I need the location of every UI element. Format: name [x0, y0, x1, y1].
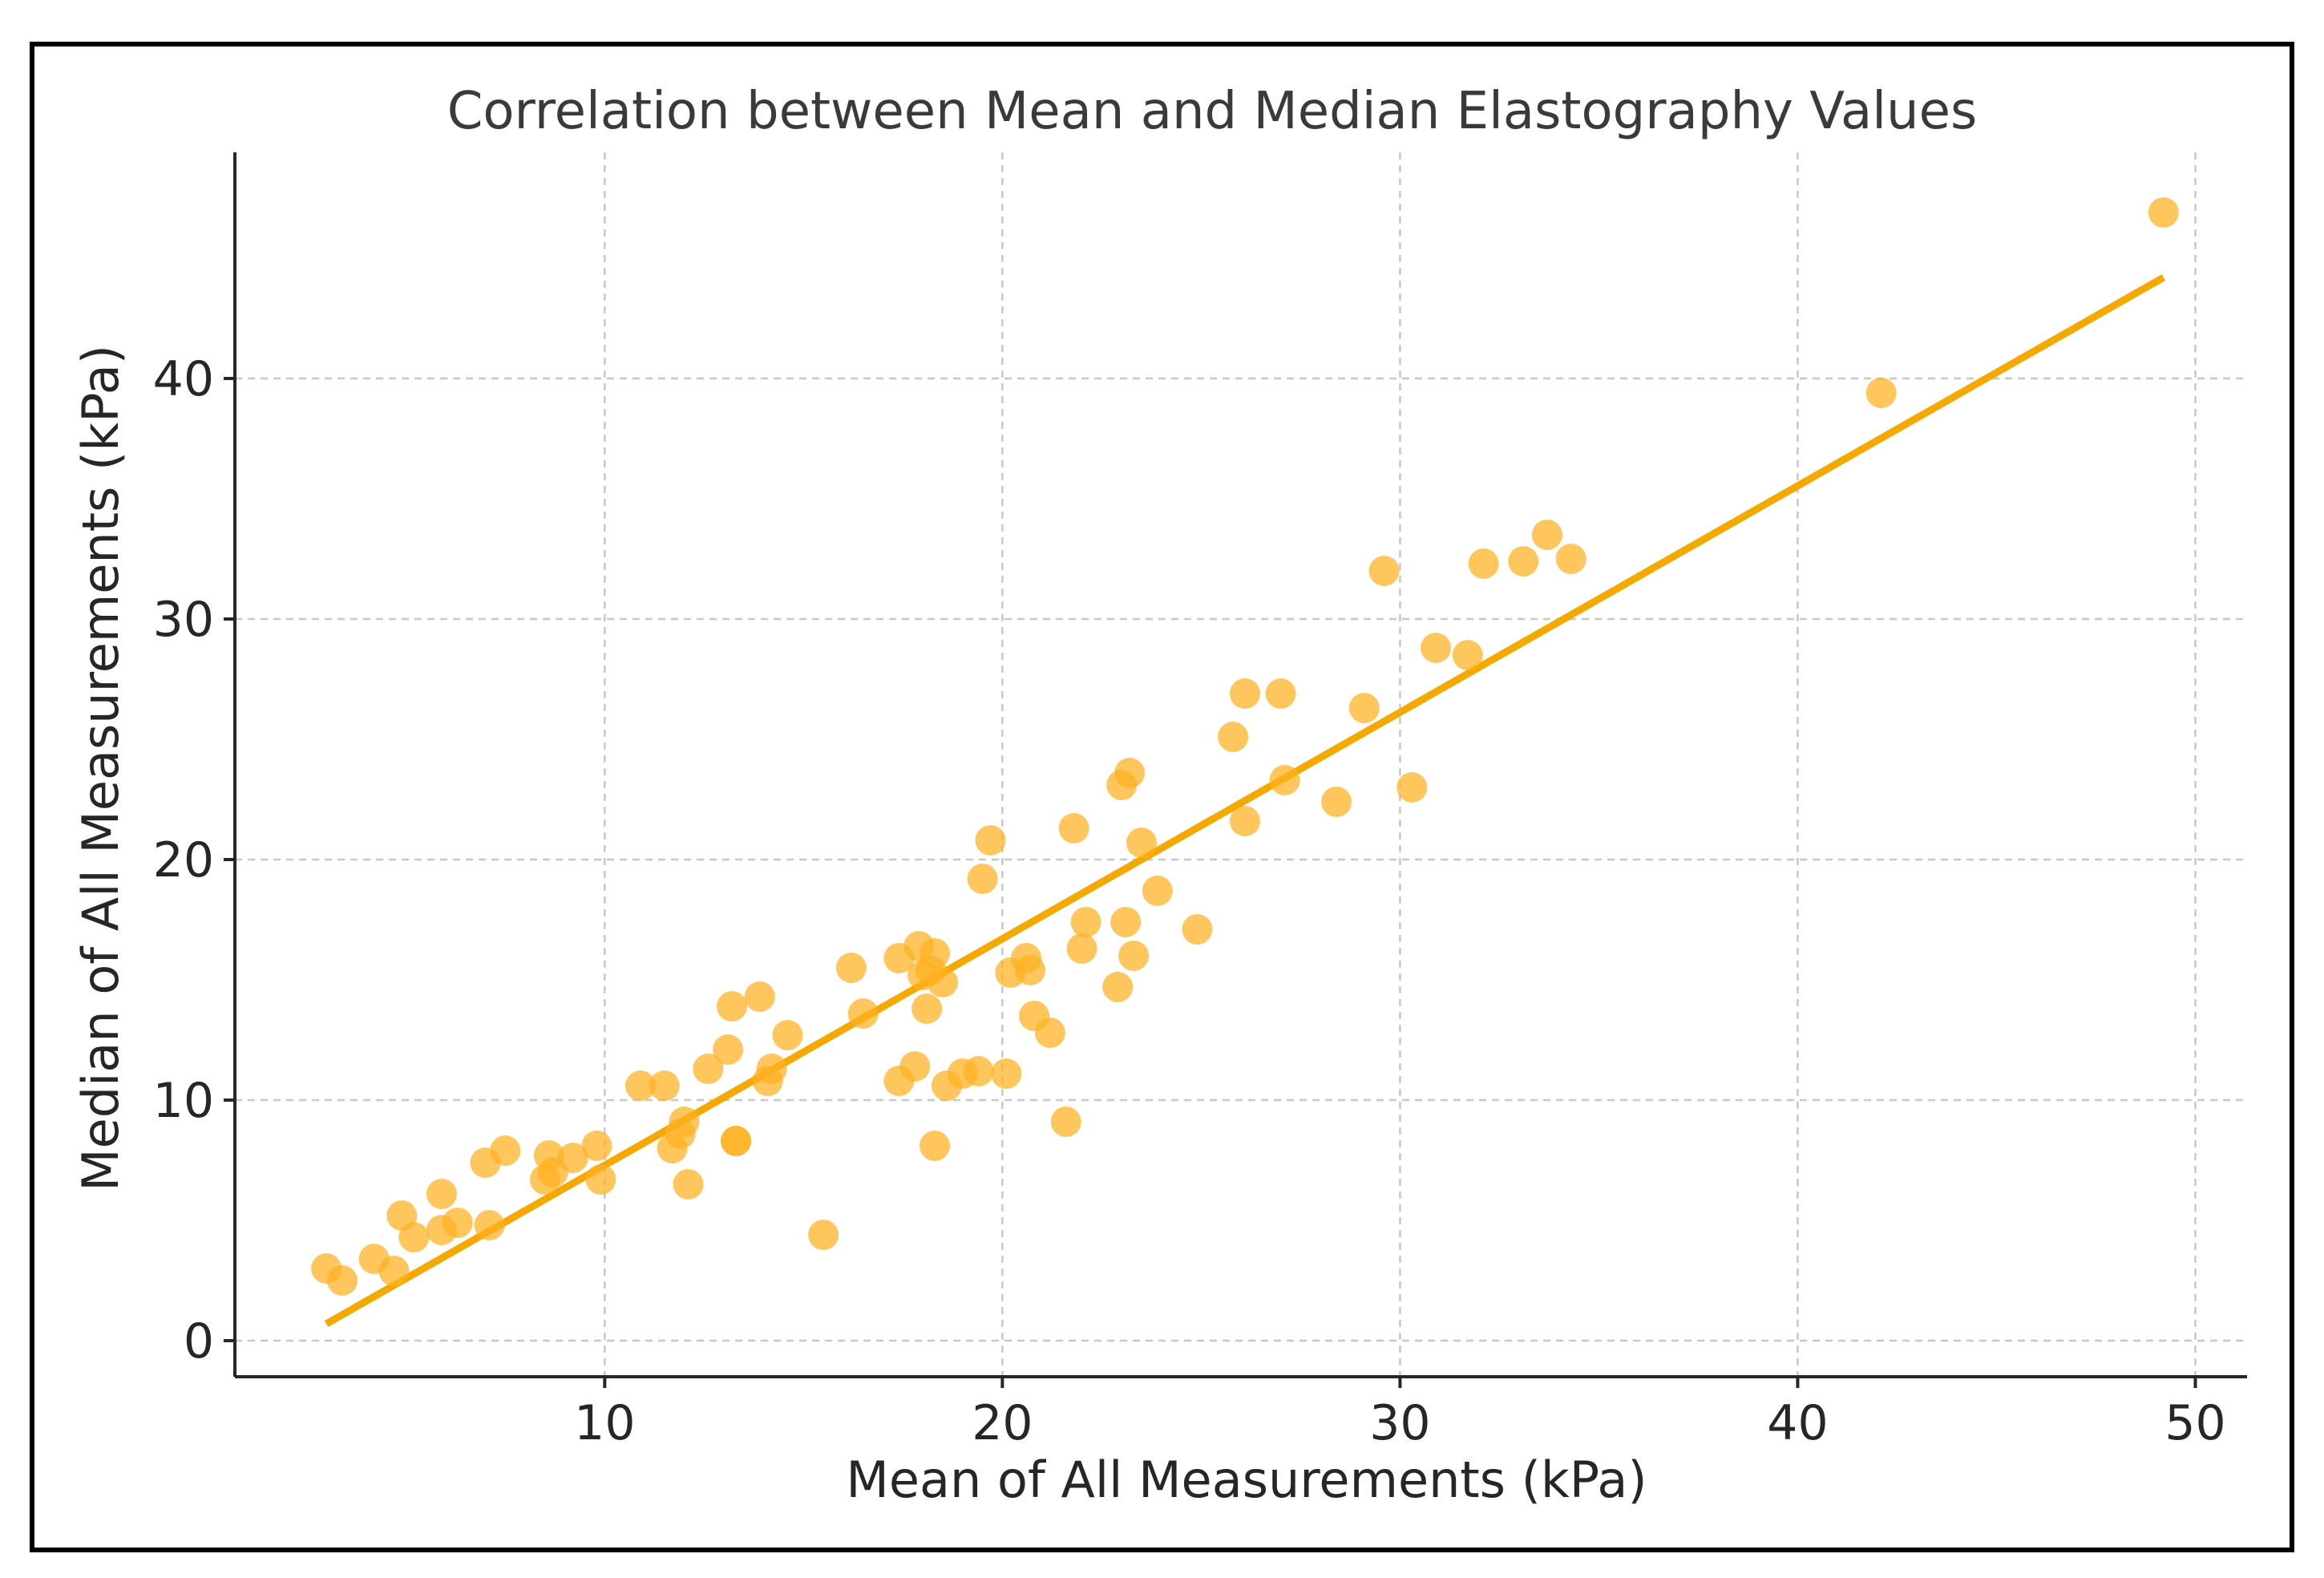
- scatter-point: [1555, 544, 1586, 574]
- scatter-point: [919, 1131, 951, 1161]
- scatter-point: [808, 1220, 839, 1250]
- scatter-point: [474, 1210, 505, 1240]
- scatter-point: [835, 953, 867, 983]
- scatter-point: [1229, 678, 1260, 709]
- scatter-point: [585, 1164, 616, 1195]
- scatter-point: [557, 1143, 588, 1173]
- scatter-points-layer: [311, 197, 2179, 1296]
- scatter-point: [1118, 941, 1150, 971]
- x-tick-label: 50: [2164, 1395, 2225, 1451]
- scatter-point: [919, 938, 951, 969]
- labels-layer: Correlation between Mean and Median Elas…: [71, 82, 1977, 1509]
- y-tick-label: 20: [153, 832, 214, 888]
- scatter-point: [1452, 640, 1483, 670]
- scatter-point: [326, 1265, 358, 1296]
- scatter-point: [1348, 693, 1380, 723]
- chart-title: Correlation between Mean and Median Elas…: [447, 82, 1978, 141]
- scatter-point: [772, 1020, 803, 1050]
- scatter-point: [1050, 1107, 1081, 1137]
- y-tick-label: 40: [153, 351, 214, 407]
- scatter-point: [1229, 806, 1260, 836]
- y-axis-label: Median of All Measurements (kPa): [71, 345, 130, 1192]
- figure-frame: [30, 42, 2294, 1552]
- scatter-point: [1218, 722, 1249, 752]
- scatter-point: [967, 864, 998, 894]
- scatter-point: [1269, 765, 1300, 795]
- scatter-point: [899, 1051, 931, 1082]
- scatter-point: [721, 1126, 752, 1156]
- scatter-point: [693, 1054, 724, 1084]
- scatter-point: [669, 1107, 700, 1137]
- scatter-point: [1070, 907, 1101, 937]
- scatter-point: [581, 1131, 612, 1161]
- scatter-point: [2148, 197, 2179, 228]
- scatter-point: [1034, 1018, 1065, 1048]
- scatter-point: [847, 998, 879, 1029]
- scatter-point: [927, 967, 958, 997]
- scatter-point: [1396, 772, 1428, 803]
- y-tick-label: 10: [153, 1073, 214, 1129]
- scatter-point: [717, 991, 748, 1022]
- x-tick-label: 10: [574, 1395, 635, 1451]
- axes-layer: 10 20 30 40 50 0 10 20 30 40: [153, 152, 2247, 1451]
- scatter-point: [1126, 827, 1157, 858]
- scatter-point: [911, 993, 943, 1024]
- scatter-point: [426, 1179, 457, 1209]
- scatter-point: [1142, 876, 1173, 906]
- scatter-point: [1102, 972, 1134, 1002]
- scatter-point: [756, 1054, 787, 1084]
- scatter-point: [1531, 520, 1562, 550]
- scatter-point: [1182, 914, 1213, 945]
- scatter-point: [1368, 556, 1400, 586]
- scatter-point: [378, 1256, 410, 1286]
- scatter-point: [744, 981, 775, 1012]
- scatter-point: [1865, 378, 1897, 408]
- scatter-point: [1015, 955, 1046, 985]
- scatter-point: [1468, 548, 1499, 579]
- scatter-point: [1110, 907, 1142, 937]
- scatter-point: [1058, 813, 1089, 844]
- scatter-point: [713, 1034, 744, 1065]
- scatter-point: [649, 1070, 680, 1101]
- x-axis-label: Mean of All Measurements (kPa): [846, 1451, 1647, 1509]
- scatter-point: [991, 1058, 1022, 1089]
- scatter-point: [490, 1135, 521, 1166]
- fit-line-layer: [324, 274, 2166, 1327]
- scatter-point: [1114, 758, 1146, 788]
- scatter-point: [1508, 546, 1539, 577]
- scatter-point: [673, 1169, 704, 1200]
- x-tick-label: 20: [972, 1395, 1033, 1451]
- scatter-point: [442, 1208, 473, 1238]
- scatter-point: [1421, 633, 1452, 663]
- x-tick-label: 30: [1369, 1395, 1430, 1451]
- y-tick-label: 0: [184, 1313, 214, 1370]
- scatter-point: [963, 1056, 994, 1086]
- fit-line: [324, 274, 2166, 1327]
- scatter-point: [624, 1070, 656, 1101]
- y-tick-label: 30: [153, 592, 214, 648]
- scatter-point: [975, 825, 1006, 856]
- scatter-point: [398, 1222, 430, 1252]
- scatter-point: [1321, 787, 1352, 817]
- scatter-point: [1066, 933, 1097, 964]
- grid-layer: [235, 152, 2247, 1377]
- scatter-point: [1265, 678, 1296, 709]
- x-tick-label: 40: [1767, 1395, 1828, 1451]
